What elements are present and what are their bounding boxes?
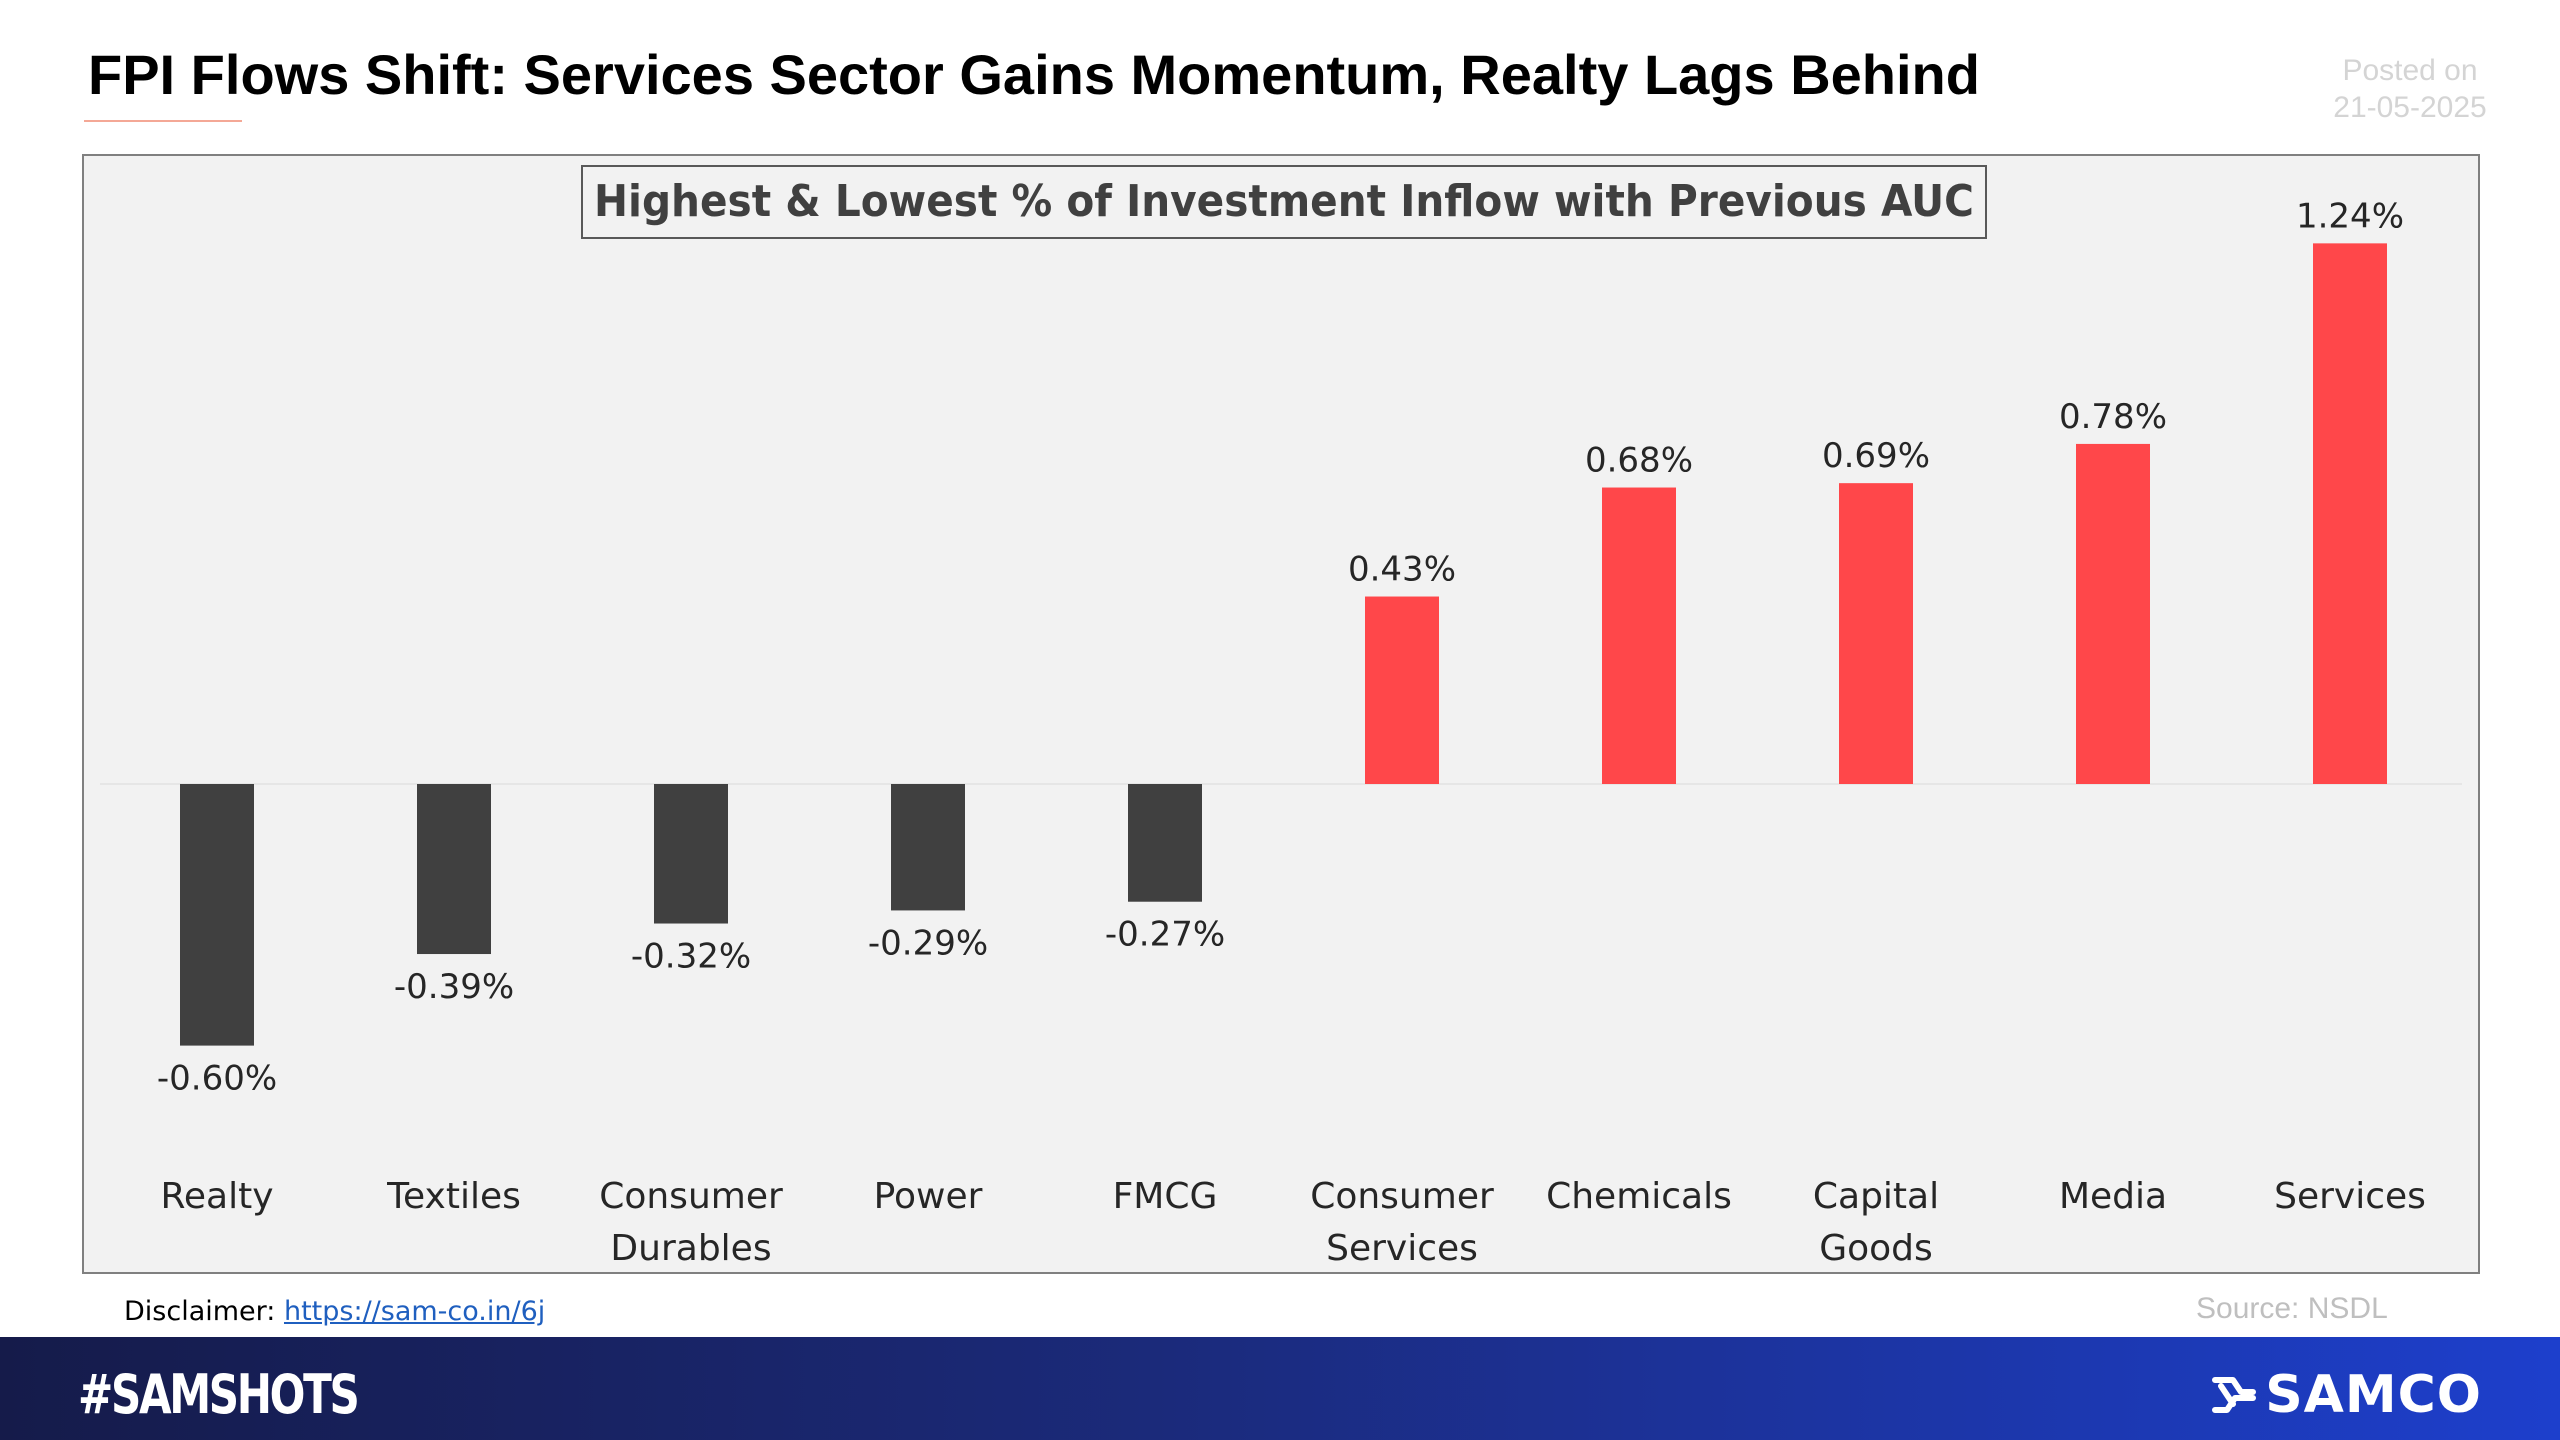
disclaimer-label: Disclaimer: xyxy=(124,1296,276,1327)
bar-consumer-durables xyxy=(654,784,728,924)
bar-chemicals xyxy=(1602,487,1676,784)
data-label: -0.27% xyxy=(1105,915,1225,955)
x-tick-label: Power xyxy=(874,1176,983,1217)
data-label: -0.60% xyxy=(157,1059,277,1099)
x-tick-label: Textiles xyxy=(386,1176,521,1217)
bar-media xyxy=(2076,443,2150,784)
posted-info: Posted on 21-05-2025 xyxy=(2280,52,2540,126)
x-tick-label: Chemicals xyxy=(1546,1176,1732,1217)
bar-fmcg xyxy=(1128,784,1202,902)
data-label: -0.32% xyxy=(631,937,751,977)
x-tick-label: Consumer xyxy=(599,1176,783,1217)
x-tick-label: Durables xyxy=(610,1228,771,1269)
brand-logo: SAMCO xyxy=(2211,1365,2482,1425)
data-label: 0.43% xyxy=(1348,550,1456,590)
title-underline xyxy=(84,120,242,122)
x-tick-label: Capital xyxy=(1813,1176,1939,1217)
data-label: -0.29% xyxy=(868,923,988,963)
data-label: -0.39% xyxy=(394,967,514,1007)
source-note: Source: NSDL xyxy=(2196,1292,2388,1325)
hashtag-label: #SAMSHOTS xyxy=(78,1363,360,1426)
bar-consumer-services xyxy=(1365,596,1439,784)
bar-textiles xyxy=(417,784,491,955)
page-title: FPI Flows Shift: Services Sector Gains M… xyxy=(88,43,1980,106)
bar-series: -0.60% Realty -0.39% Textiles -0.32% Consumer… xyxy=(157,196,2426,1269)
disclaimer: Disclaimer: https://sam-co.in/6j xyxy=(124,1296,545,1327)
footer-bar: #SAMSHOTS SAMCO xyxy=(0,1337,2560,1440)
bar-services xyxy=(2313,243,2387,785)
bar-capital-goods xyxy=(1839,483,1913,784)
bar-power xyxy=(891,784,965,911)
x-tick-label: Services xyxy=(1326,1228,1478,1269)
data-label: 0.78% xyxy=(2059,397,2167,437)
disclaimer-link[interactable]: https://sam-co.in/6j xyxy=(283,1296,546,1327)
chart-title: Highest & Lowest % of Investment Inflow … xyxy=(594,176,1974,227)
data-label: 0.69% xyxy=(1822,436,1930,476)
brand-name: SAMCO xyxy=(2265,1365,2482,1425)
chart-panel: Highest & Lowest % of Investment Inflow … xyxy=(82,154,2480,1274)
bar-chart: Highest & Lowest % of Investment Inflow … xyxy=(100,165,2462,1269)
samco-logo-icon xyxy=(2212,1377,2257,1413)
x-tick-label: Consumer xyxy=(1310,1176,1494,1217)
posted-label: Posted on xyxy=(2342,54,2478,87)
x-tick-label: Media xyxy=(2059,1176,2167,1217)
data-label: 0.68% xyxy=(1585,441,1693,481)
bar-realty xyxy=(180,784,254,1046)
chart-title-box xyxy=(581,165,1987,239)
x-tick-label: Services xyxy=(2274,1176,2426,1217)
x-tick-label: Goods xyxy=(1819,1228,1933,1269)
x-tick-label: FMCG xyxy=(1113,1176,1218,1217)
x-tick-label: Realty xyxy=(160,1176,273,1217)
posted-date: 21-05-2025 xyxy=(2333,91,2487,124)
data-label: 1.24% xyxy=(2296,196,2404,236)
